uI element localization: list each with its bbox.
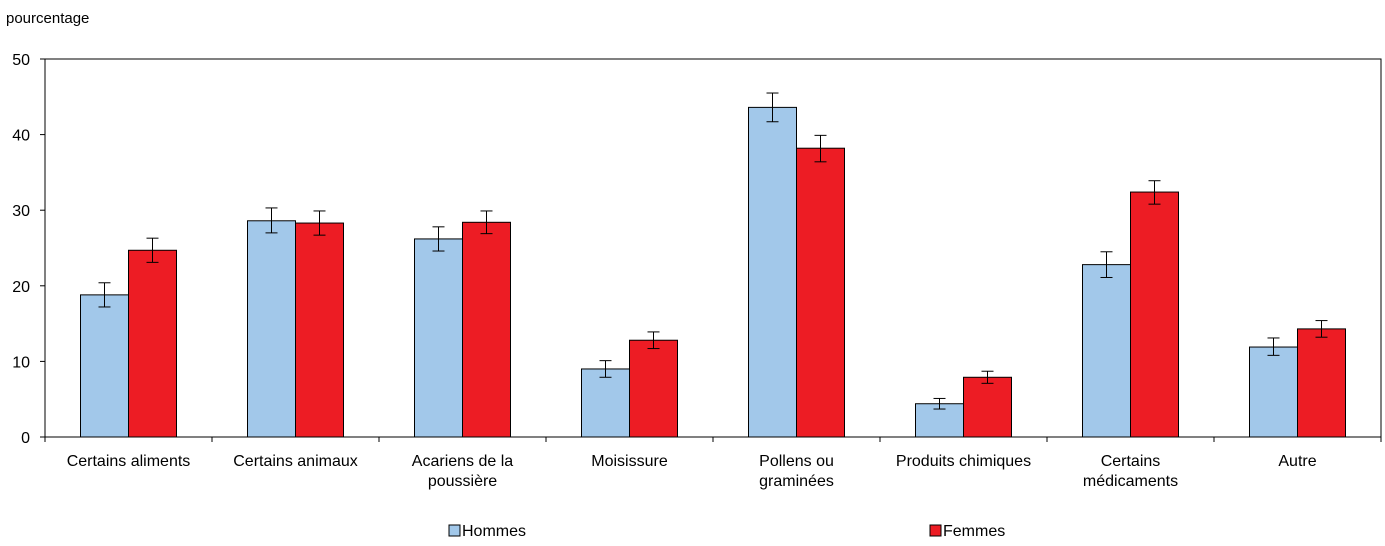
x-category-label: graminées — [759, 473, 834, 490]
bar — [748, 106, 797, 438]
x-category-label: Autre — [1278, 453, 1316, 470]
y-tick-label: 0 — [21, 430, 30, 447]
x-category-label: Acariens de la — [412, 453, 513, 470]
axes: 0 10 20 30 40 50 — [12, 52, 1382, 447]
bar — [128, 249, 177, 438]
x-axis-labels: Certains aliments Certains animaux Acarien… — [67, 453, 1317, 490]
y-tick-label: 50 — [12, 52, 30, 69]
legend-label: Femmes — [943, 523, 1005, 540]
error-bars — [98, 92, 1328, 410]
bar — [1130, 191, 1179, 438]
legend-label: Hommes — [462, 523, 526, 540]
x-category-label: Certains aliments — [67, 453, 191, 470]
y-tick-label: 30 — [12, 203, 30, 220]
x-category-label: Certains — [1101, 453, 1161, 470]
bar — [796, 147, 845, 438]
x-category-label: Produits chimiques — [896, 453, 1031, 470]
bars — [80, 106, 1346, 438]
legend-swatch — [929, 524, 942, 537]
bar — [247, 220, 296, 438]
bar — [1249, 346, 1298, 438]
y-tick-label: 20 — [12, 279, 30, 296]
x-category-label: poussière — [428, 473, 497, 490]
x-category-label: Certains animaux — [233, 453, 358, 470]
bar — [295, 222, 344, 438]
legend-swatch — [448, 524, 461, 537]
y-tick-label: 40 — [12, 128, 30, 145]
x-category-label: Moisissure — [591, 453, 668, 470]
bar — [80, 294, 129, 438]
bar — [581, 368, 630, 438]
legend: Hommes Femmes — [448, 523, 1005, 540]
bar — [1082, 264, 1131, 438]
bar — [963, 376, 1012, 438]
y-tick-label: 10 — [12, 354, 30, 371]
bar — [462, 221, 511, 438]
bar — [629, 339, 678, 438]
x-category-label: Pollens ou — [759, 453, 834, 470]
bar — [1297, 328, 1346, 438]
bar — [414, 238, 463, 438]
plot-frame — [44, 58, 1382, 438]
x-category-label: médicaments — [1083, 473, 1178, 490]
y-axis-unit-label: pourcentage — [6, 10, 89, 27]
